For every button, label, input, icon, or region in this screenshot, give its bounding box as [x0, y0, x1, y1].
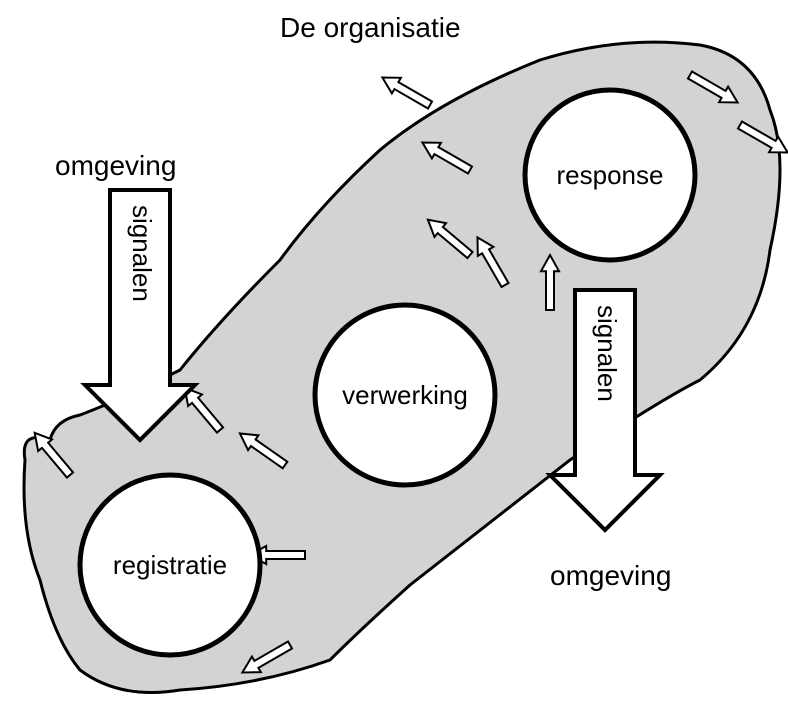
label-omgeving-top: omgeving [55, 150, 176, 182]
diagram-container: De organisatie omgeving omgeving response… [0, 0, 788, 703]
node-label-response: response [540, 160, 680, 191]
label-omgeving-bottom: omgeving [550, 560, 671, 592]
flow-arrow-icon [378, 70, 435, 113]
diagram-svg [0, 0, 788, 703]
big-arrow-label-signalen-out: signalen [591, 305, 622, 402]
node-label-registratie: registratie [100, 550, 240, 581]
node-label-verwerking: verwerking [335, 380, 475, 411]
big-arrow-label-signalen-in: signalen [126, 205, 157, 302]
title-label: De organisatie [280, 12, 461, 44]
